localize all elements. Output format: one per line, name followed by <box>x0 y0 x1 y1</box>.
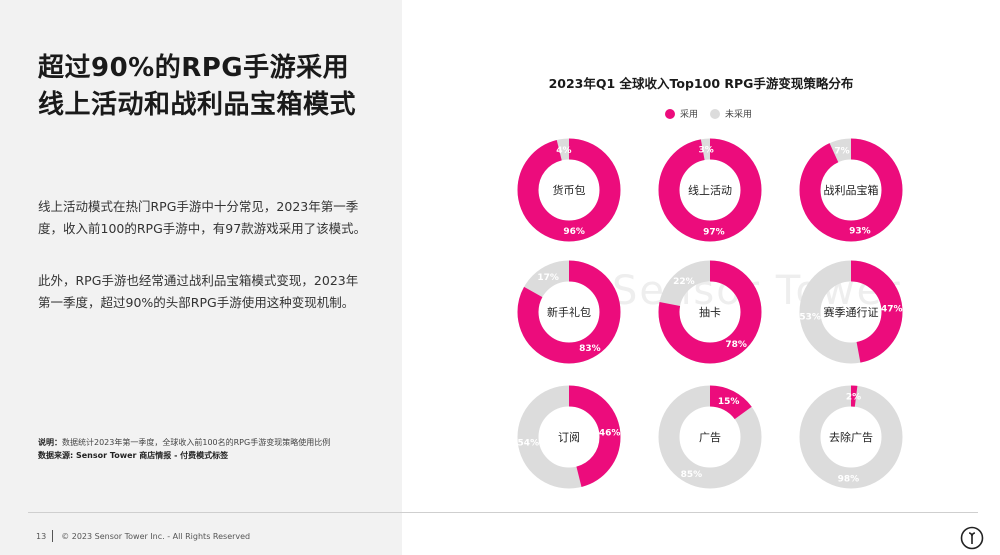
page-headline: 超过90%的RPG手游采用 线上活动和战利品宝箱模式 <box>38 50 398 124</box>
donut-segment-adopted <box>517 385 621 489</box>
chart-legend: 采用 未采用 <box>665 107 764 120</box>
donut-label-adopted: 96% <box>563 227 585 237</box>
donut-8: 广告 15% 85% <box>658 385 762 489</box>
donut-segment-adopted <box>658 385 762 489</box>
donut-segment-adopted <box>517 260 621 364</box>
sensor-tower-logo-icon <box>960 526 984 550</box>
donut-5: 抽卡 78% 22% <box>658 260 762 364</box>
donut-center-label: 抽卡 <box>699 305 721 319</box>
source-line: 数据来源: Sensor Tower 商店情报 - 付费模式标签 <box>38 451 229 460</box>
donut-label-adopted: 47% <box>881 305 903 315</box>
note-text: 数据统计2023年第一季度，全球收入前100名的RPG手游变现策略使用比例 <box>62 438 331 447</box>
donut-segment-adopted <box>517 138 621 242</box>
copyright-text: © 2023 Sensor Tower Inc. - All Rights Re… <box>61 531 251 541</box>
donut-center-label: 新手礼包 <box>547 305 591 319</box>
legend-item-adopted: 采用 <box>665 107 698 120</box>
chart-title: 2023年Q1 全球收入Top100 RPG手游变现策略分布 <box>548 76 854 91</box>
donut-3: 战利品宝箱 93% 7% <box>799 138 903 242</box>
legend-swatch-adopted <box>665 108 675 119</box>
donut-label-adopted: 2% <box>846 393 861 403</box>
headline-line-2: 线上活动和战利品宝箱模式 <box>38 90 357 120</box>
legend-label-adopted: 采用 <box>680 110 699 120</box>
donut-center-label: 赛季通行证 <box>824 305 879 319</box>
page-number: 13 <box>36 531 47 541</box>
footer: 13 © 2023 Sensor Tower Inc. - All Rights… <box>36 530 250 542</box>
legend-item-not-adopted: 未采用 <box>710 107 752 120</box>
donut-center-label: 去除广告 <box>829 430 873 444</box>
donut-9: 去除广告 2% 98% <box>799 385 903 489</box>
donut-center-label: 线上活动 <box>688 183 732 197</box>
note-line: 说明：数据统计2023年第一季度，全球收入前100名的RPG手游变现策略使用比例 <box>38 436 378 449</box>
note-label: 说明： <box>38 438 62 447</box>
left-panel <box>0 0 402 555</box>
footer-divider <box>28 512 978 513</box>
donut-segment-adopted <box>799 260 903 364</box>
donut-segment-adopted <box>799 138 903 242</box>
donut-label-not-adopted: 3% <box>699 146 714 156</box>
headline-line-1: 超过90%的RPG手游采用 <box>38 53 350 83</box>
donut-label-not-adopted: 4% <box>556 146 571 156</box>
notes: 说明：数据统计2023年第一季度，全球收入前100名的RPG手游变现策略使用比例… <box>38 436 378 462</box>
donut-label-adopted: 93% <box>849 227 871 237</box>
donut-label-not-adopted: 22% <box>673 277 695 287</box>
donut-label-not-adopted: 54% <box>518 439 540 449</box>
body-paragraph-2: 此外，RPG手游也经常通过战利品宝箱模式变现，2023年第一季度，超过90%的头… <box>38 273 359 310</box>
body-paragraph-1: 线上活动模式在热门RPG手游中十分常见，2023年第一季度，收入前100的RPG… <box>38 199 367 236</box>
donut-label-not-adopted: 53% <box>799 312 821 322</box>
donut-segment-adopted <box>658 138 762 242</box>
donut-center-label: 货币包 <box>553 183 586 197</box>
donut-label-not-adopted: 17% <box>537 273 559 283</box>
donut-6: 赛季通行证 47% 53% <box>799 260 903 364</box>
donut-4: 新手礼包 83% 17% <box>517 260 621 364</box>
donut-label-adopted: 15% <box>718 397 740 407</box>
legend-swatch-not-adopted <box>710 108 721 119</box>
footer-separator <box>52 530 54 542</box>
donut-label-not-adopted: 98% <box>838 474 860 484</box>
donut-segment-adopted <box>658 260 762 364</box>
donut-segment-adopted <box>799 385 903 489</box>
donut-7: 订阅 46% 54% <box>517 385 621 489</box>
donut-1: 货币包 96% 4% <box>517 138 621 242</box>
donut-center-label: 战利品宝箱 <box>824 183 879 197</box>
donut-label-adopted: 97% <box>703 227 725 237</box>
legend-label-not-adopted: 未采用 <box>725 110 753 120</box>
donut-center-label: 广告 <box>699 431 721 444</box>
donut-label-not-adopted: 7% <box>834 146 849 156</box>
donut-label-not-adopted: 85% <box>681 470 703 480</box>
donut-2: 线上活动 97% 3% <box>658 138 762 242</box>
donut-label-adopted: 46% <box>599 428 621 438</box>
donut-center-label: 订阅 <box>558 431 580 444</box>
donut-label-adopted: 83% <box>579 344 601 354</box>
donut-label-adopted: 78% <box>725 340 747 350</box>
